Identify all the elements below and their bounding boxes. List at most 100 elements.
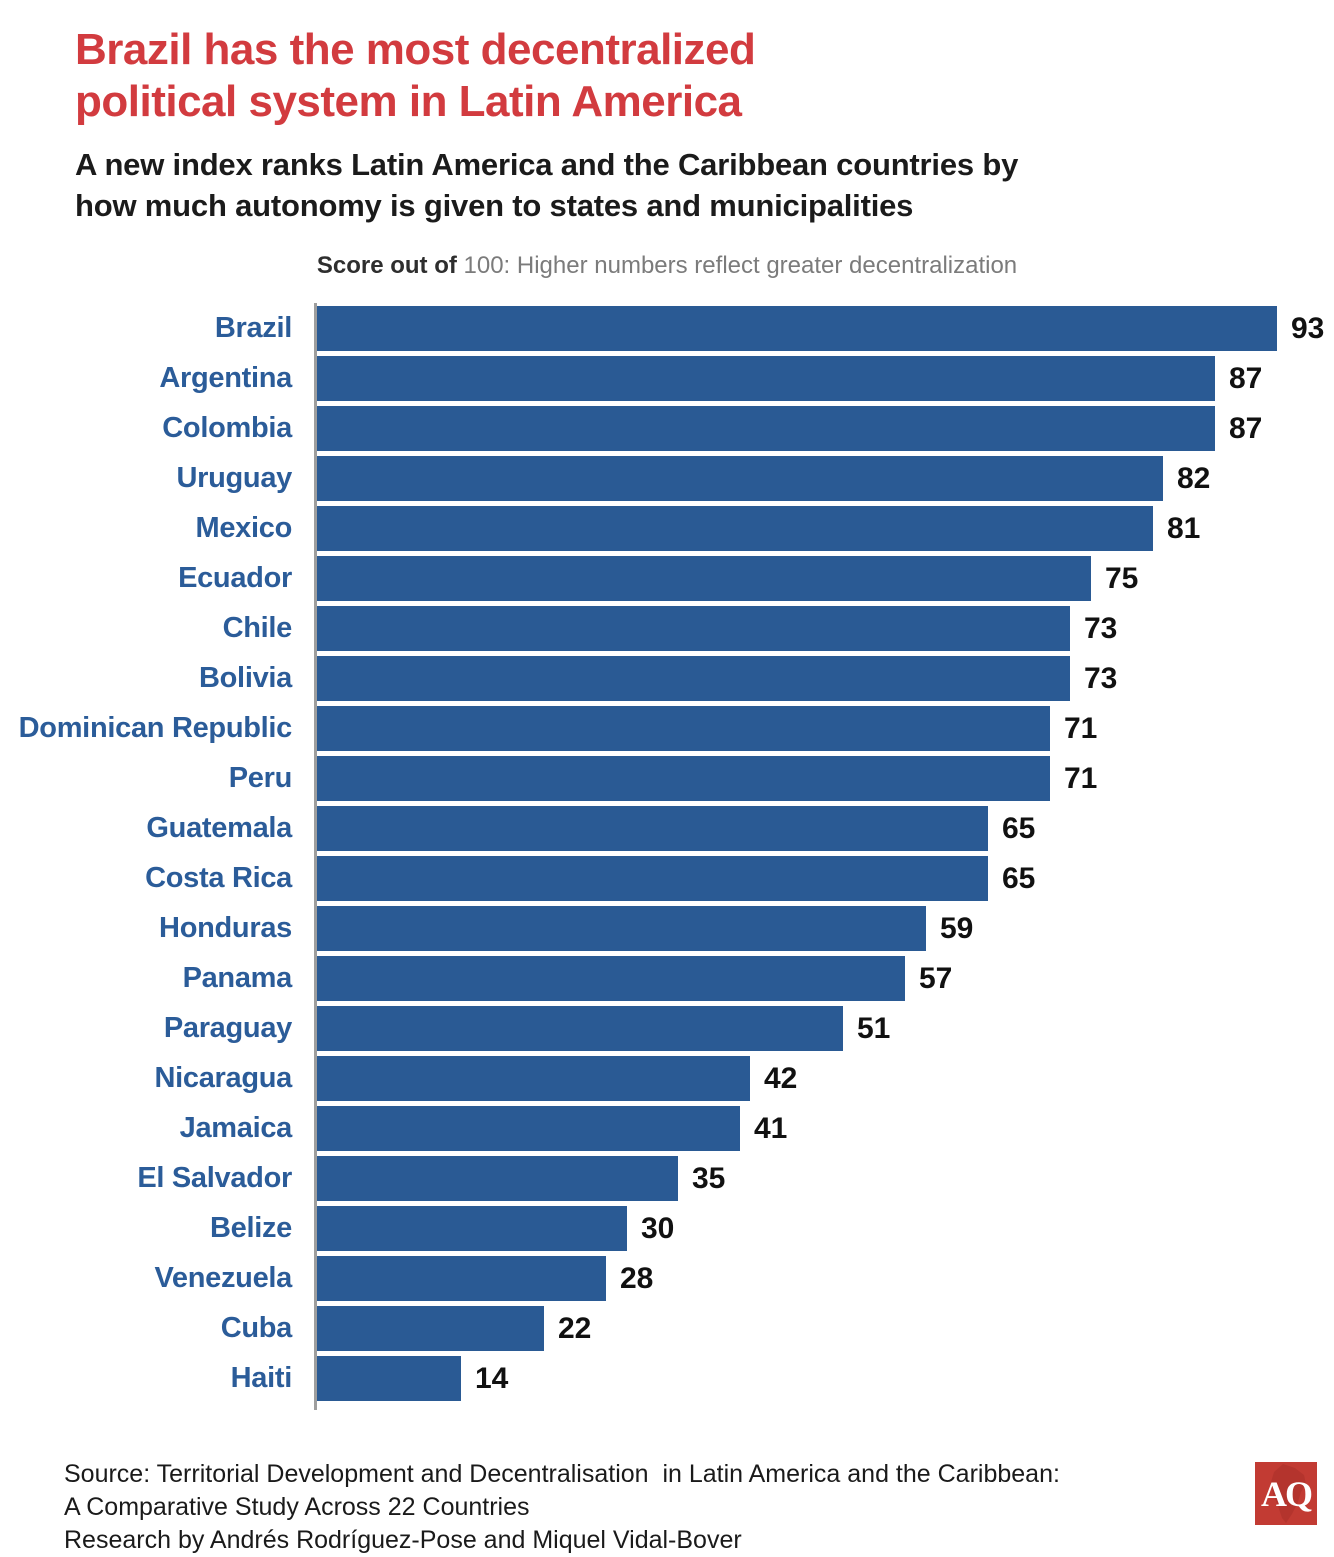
bar-row: Argentina 87: [0, 356, 1334, 401]
bar-row: Ecuador 75: [0, 556, 1334, 601]
bar-row: Nicaragua 42: [0, 1056, 1334, 1101]
value-label: 87: [1229, 361, 1263, 395]
value-label: 57: [919, 961, 953, 995]
country-label: Cuba: [220, 1312, 293, 1344]
country-label: Nicaragua: [154, 1062, 292, 1094]
value-label: 71: [1064, 761, 1098, 795]
country-label: Honduras: [159, 912, 292, 944]
bar-row: Honduras 59: [0, 906, 1334, 951]
bar: [317, 756, 1050, 801]
title-line-1: Brazil has the most decentralized: [75, 25, 756, 74]
bar-row: Peru 71: [0, 756, 1334, 801]
bar-row: Mexico 81: [0, 506, 1334, 551]
chart-subtitle: A new index ranks Latin America and the …: [75, 144, 1264, 226]
page-title: Brazil has the most decentralized politic…: [75, 24, 1264, 128]
value-label: 65: [1002, 861, 1036, 895]
country-label: Brazil: [214, 312, 292, 344]
bar-row: Venezuela 28: [0, 1256, 1334, 1301]
bar: [317, 1256, 606, 1301]
bar: [317, 906, 926, 951]
bar-row: Costa Rica 65: [0, 856, 1334, 901]
country-label: Chile: [222, 612, 293, 644]
score-note: Score out of 100: Higher numbers reflect…: [0, 252, 1334, 280]
chart-header: Brazil has the most decentralized politic…: [0, 0, 1334, 226]
bar-row: Jamaica 41: [0, 1106, 1334, 1151]
aq-logo-text: AQ: [1261, 1473, 1313, 1514]
value-label: 51: [857, 1011, 891, 1045]
value-label: 93: [1291, 311, 1325, 345]
value-label: 42: [764, 1061, 798, 1095]
bar: [317, 1156, 678, 1201]
value-label: 41: [754, 1111, 788, 1145]
bar-row: Haiti 14: [0, 1356, 1334, 1401]
bar-row: Uruguay 82: [0, 456, 1334, 501]
bar: [317, 1056, 750, 1101]
value-label: 87: [1229, 411, 1263, 445]
source-line-1: Source: Territorial Development and Dece…: [64, 1460, 1060, 1488]
bar-row: Belize 30: [0, 1206, 1334, 1251]
value-label: 81: [1167, 511, 1201, 545]
value-label: 71: [1064, 711, 1098, 745]
bar: [317, 556, 1091, 601]
subtitle-line-2: how much autonomy is given to states and…: [75, 188, 914, 223]
y-axis-line: [314, 303, 317, 1410]
bar-row: Guatemala 65: [0, 806, 1334, 851]
bar: [317, 1356, 461, 1401]
bar-row: Cuba 22: [0, 1306, 1334, 1351]
bar-row: Paraguay 51: [0, 1006, 1334, 1051]
bar: [317, 406, 1215, 451]
value-label: 75: [1105, 561, 1139, 595]
country-label: El Salvador: [137, 1162, 292, 1194]
bar-row: Bolivia 73: [0, 656, 1334, 701]
bar: [317, 956, 905, 1001]
country-label: Bolivia: [199, 662, 292, 694]
score-note-prefix: Score out of: [316, 252, 464, 279]
bar: [317, 806, 988, 851]
country-label: Paraguay: [163, 1012, 292, 1044]
bar-chart: Brazil 93 Argentina 87 Colombia 87 Uruguay 82 Me…: [0, 303, 1334, 1410]
country-label: Peru: [228, 762, 293, 794]
value-label: 22: [558, 1311, 592, 1345]
bar: [317, 706, 1050, 751]
value-label: 82: [1177, 461, 1211, 495]
country-label: Jamaica: [179, 1112, 293, 1144]
country-label: Guatemala: [146, 812, 292, 844]
bar: [317, 1306, 544, 1351]
country-label: Uruguay: [176, 462, 292, 494]
bar-row: Chile 73: [0, 606, 1334, 651]
bar: [317, 506, 1153, 551]
country-label: Colombia: [162, 412, 292, 444]
value-label: 73: [1084, 661, 1118, 695]
bar: [317, 856, 988, 901]
country-label: Mexico: [195, 512, 292, 544]
bar: [317, 1106, 740, 1151]
bar: [317, 1006, 843, 1051]
country-label: Dominican Republic: [18, 712, 293, 744]
country-label: Haiti: [230, 1362, 293, 1394]
country-label: Venezuela: [154, 1262, 292, 1294]
bar: [317, 1206, 627, 1251]
south-america-map-icon: [1271, 1464, 1306, 1523]
source-line-2: A Comparative Study Across 22 Countries: [64, 1493, 530, 1521]
value-label: 59: [940, 911, 974, 945]
country-label: Panama: [182, 962, 293, 994]
bar-row: El Salvador 35: [0, 1156, 1334, 1201]
bar: [317, 306, 1277, 351]
country-label: Costa Rica: [145, 862, 292, 894]
subtitle-line-1: A new index ranks Latin America and the …: [75, 147, 1019, 182]
bar: [317, 356, 1215, 401]
country-label: Ecuador: [178, 562, 292, 594]
bar-row: Panama 57: [0, 956, 1334, 1001]
value-label: 35: [692, 1161, 726, 1195]
bar: [317, 606, 1070, 651]
value-label: 28: [620, 1261, 654, 1295]
country-label: Belize: [209, 1212, 292, 1244]
score-note-rest: 100: Higher numbers reflect greater dece…: [463, 252, 1018, 279]
source-note: Source: Territorial Development and Dece…: [64, 1458, 1214, 1557]
bar-row: Brazil 93: [0, 306, 1334, 351]
bar-row: Dominican Republic 71: [0, 706, 1334, 751]
country-label: Argentina: [159, 362, 292, 394]
value-label: 30: [641, 1211, 675, 1245]
value-label: 14: [475, 1361, 509, 1395]
value-label: 73: [1084, 611, 1118, 645]
